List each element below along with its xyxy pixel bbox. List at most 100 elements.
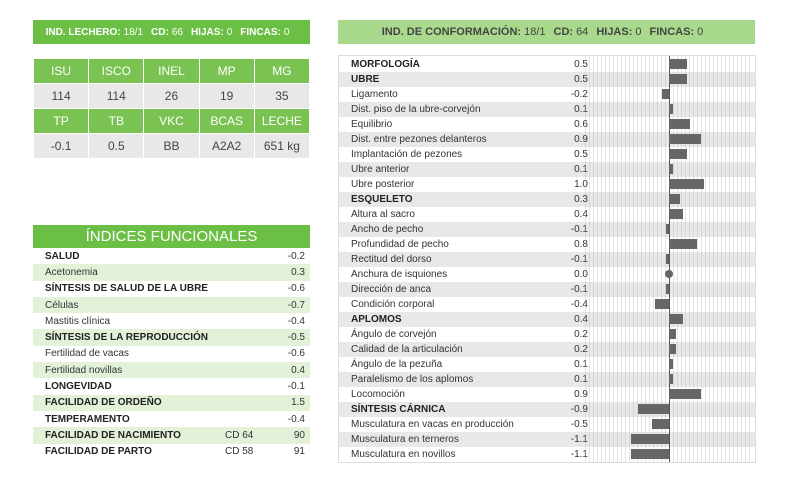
trait-name: Dist. piso de la ubre-corvejón — [351, 103, 481, 115]
milk-stats-table: ISU ISCO INEL MP MG 114 114 26 19 35 TP TB VKC BCAS… — [32, 58, 311, 159]
conformation-row: Condición corporal -0.4 — [339, 297, 755, 312]
trait-name: Ubre anterior — [351, 163, 410, 175]
index-value: 0.3 — [291, 266, 305, 278]
trait-name: Dirección de anca — [351, 283, 432, 295]
trait-value: 0.1 — [574, 103, 588, 115]
zero-axis — [669, 56, 670, 462]
conformation-row: Dist. entre pezones delanteros 0.9 — [339, 131, 755, 147]
value: 66 — [171, 26, 183, 38]
conformation-row: Anchura de isquiones 0.0 — [339, 267, 755, 282]
functional-row: Mastitis clínica -0.4 — [33, 313, 310, 329]
trait-bar — [662, 89, 669, 99]
stat-value: BB — [143, 133, 200, 159]
trait-value: -0.5 — [570, 418, 588, 430]
label: CD: — [553, 26, 574, 38]
trait-name: Equilibrio — [351, 118, 393, 130]
index-value: -0.6 — [287, 348, 305, 360]
trait-name: Profundidad de pecho — [351, 238, 449, 250]
label: IND. LECHERO: — [45, 26, 121, 38]
conformation-row: MORFOLOGÍA 0.5 — [339, 57, 755, 72]
trait-name: ESQUELETO — [351, 193, 413, 205]
conformation-row: Dist. piso de la ubre-corvejón 0.1 — [339, 101, 755, 117]
functional-row: SÍNTESIS DE LA REPRODUCCIÓN -0.5 — [33, 329, 310, 346]
trait-bar — [665, 224, 669, 234]
conformation-row: Musculatura en vacas en producción -0.5 — [339, 417, 755, 432]
functional-row: SALUD -0.2 — [33, 248, 310, 264]
trait-bar — [630, 449, 669, 459]
conformation-row: Musculatura en novillos -1.1 — [339, 447, 755, 462]
conformation-row: Ligamento -0.2 — [339, 87, 755, 102]
index-value: 1.5 — [291, 397, 305, 409]
trait-bar — [669, 59, 687, 69]
trait-value: 1.0 — [574, 178, 588, 190]
trait-value: 0.4 — [574, 313, 588, 325]
functional-row: Células -0.7 — [33, 296, 310, 314]
trait-value: 0.2 — [574, 343, 588, 355]
trait-bar — [669, 389, 701, 399]
trait-bar — [669, 329, 676, 339]
trait-name: Ligamento — [351, 88, 398, 100]
trait-name: Paralelismo de los aplomos — [351, 373, 474, 385]
index-value: -0.4 — [287, 315, 305, 327]
trait-name: APLOMOS — [351, 313, 402, 325]
index-name: SÍNTESIS DE LA REPRODUCCIÓN — [45, 332, 208, 344]
functional-indices-panel: ÍNDICES FUNCIONALES SALUD -0.2 Acetonemia 0… — [33, 225, 310, 460]
index-name: TEMPERAMENTO — [45, 413, 130, 425]
trait-value: -0.1 — [570, 223, 588, 235]
trait-bar — [669, 134, 701, 144]
stat-value: 114 — [32, 83, 90, 109]
trait-value: 0.3 — [574, 193, 588, 205]
index-value: -0.1 — [287, 381, 305, 393]
trait-name: Altura al sacro — [351, 208, 415, 220]
trait-value: 0.6 — [574, 118, 588, 130]
label: IND. DE CONFORMACIÓN: — [381, 26, 522, 38]
trait-bar — [637, 404, 669, 414]
trait-value: 0.5 — [574, 73, 588, 85]
bar-area — [585, 56, 753, 462]
stat-header: TP — [32, 108, 90, 134]
conformation-row: Ancho de pecho -0.1 — [339, 221, 755, 237]
functional-row: LONGEVIDAD -0.1 — [33, 378, 310, 394]
stat-value: 26 — [143, 83, 200, 109]
trait-value: 0.5 — [574, 148, 588, 160]
functional-row: Fertilidad de vacas -0.6 — [33, 346, 310, 362]
trait-value: -0.9 — [570, 403, 588, 415]
trait-value: 0.1 — [574, 373, 588, 385]
conformation-row: UBRE 0.5 — [339, 71, 755, 87]
value: 64 — [576, 26, 589, 38]
functional-row: SÍNTESIS DE SALUD DE LA UBRE -0.6 — [33, 281, 310, 297]
conformation-row: Profundidad de pecho 0.8 — [339, 237, 755, 252]
index-name: Fertilidad de vacas — [45, 348, 129, 360]
value: 18/1 — [524, 26, 546, 38]
stat-header: MP — [198, 58, 255, 84]
trait-bar — [669, 314, 683, 324]
trait-name: Calidad de la articulación — [351, 343, 463, 355]
trait-bar — [669, 209, 683, 219]
trait-value: 0.1 — [574, 163, 588, 175]
index-value: -0.5 — [287, 332, 305, 344]
index-value: -0.4 — [287, 413, 305, 425]
index-name: FACILIDAD DE PARTO — [45, 446, 152, 458]
trait-name: Rectitud del dorso — [351, 253, 432, 265]
index-value: 0.4 — [291, 364, 305, 376]
trait-value: 0.9 — [574, 133, 588, 145]
trait-name: UBRE — [351, 73, 380, 85]
label: FINCAS: — [240, 26, 281, 38]
functional-row: Acetonemia 0.3 — [33, 264, 310, 281]
functional-row: FACILIDAD DE PARTO CD 58 91 — [33, 444, 310, 460]
trait-value: 0.1 — [574, 358, 588, 370]
conformation-row: Equilibrio 0.6 — [339, 117, 755, 132]
index-cd: CD 58 — [225, 446, 254, 458]
value: 0 — [226, 26, 233, 38]
label: HIJAS: — [596, 26, 633, 38]
index-name: Células — [45, 299, 79, 311]
index-name: FACILIDAD DE ORDEÑO — [45, 397, 162, 409]
trait-bar — [669, 119, 690, 129]
stat-header: VKC — [143, 108, 200, 134]
trait-name: Ángulo de corvejón — [351, 328, 437, 340]
trait-name: Anchura de isquiones — [351, 268, 448, 280]
trait-value: -0.2 — [570, 88, 588, 100]
value: 18/1 — [123, 26, 144, 38]
stat-header: ISU — [32, 58, 90, 84]
trait-value: -0.1 — [570, 253, 588, 265]
